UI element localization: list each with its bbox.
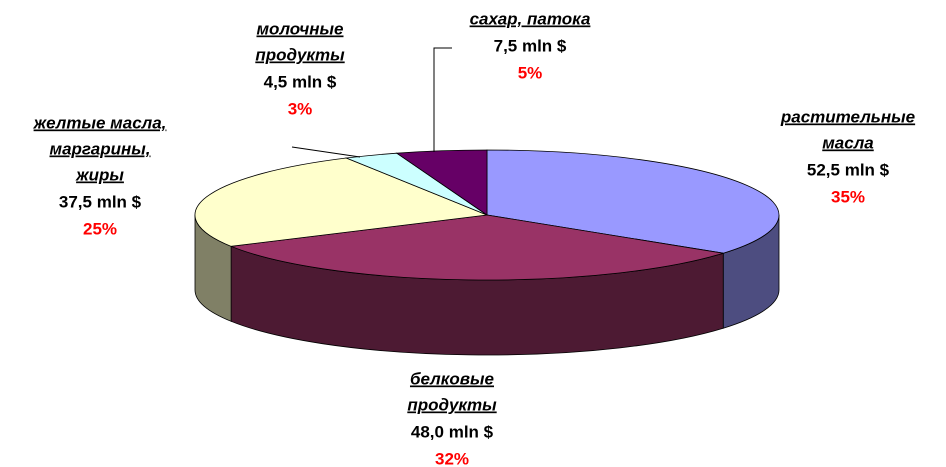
- labels: растительные масла 52,5 mln $ 35% белковые пр…: [33, 9, 916, 467]
- category-label: маргарины,: [50, 139, 151, 158]
- pie-tops: [194, 149, 780, 281]
- pie-slice: [486, 149, 780, 254]
- category-label: молочные: [256, 19, 343, 38]
- pie-slice: [194, 157, 489, 247]
- leader-line: [291, 146, 361, 158]
- value-label: 25%: [83, 219, 117, 238]
- category-label: масла: [822, 133, 874, 152]
- amount-label: 37,5 mln $: [59, 192, 142, 211]
- category-label: продукты: [255, 45, 345, 64]
- amount-label: 4,5 mln $: [264, 72, 337, 91]
- pie-sides: [194, 214, 780, 356]
- category-label: растительные: [780, 107, 915, 126]
- value-label: 3%: [288, 99, 313, 118]
- pie-slice: [229, 214, 724, 281]
- category-label: сахар, патока: [470, 9, 591, 28]
- category-label: белковые: [410, 369, 494, 388]
- amount-label: 52,5 mln $: [807, 160, 890, 179]
- pie-slice: [395, 149, 488, 216]
- value-label: 32%: [435, 449, 469, 467]
- value-label: 5%: [518, 63, 543, 82]
- leader-line: [433, 47, 452, 152]
- amount-label: 48,0 mln $: [411, 422, 494, 441]
- amount-label: 7,5 mln $: [494, 36, 567, 55]
- category-label: продукты: [407, 395, 497, 414]
- category-label: желтые масла,: [33, 113, 167, 132]
- category-label: жиры: [75, 165, 124, 184]
- value-label: 35%: [831, 187, 865, 206]
